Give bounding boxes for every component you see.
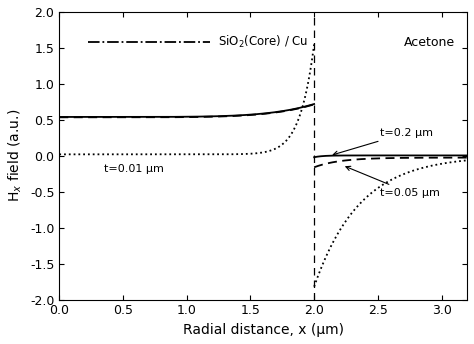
Y-axis label: H$_x$ field (a.u.): H$_x$ field (a.u.) <box>7 109 24 202</box>
Text: t=0.05 μm: t=0.05 μm <box>346 166 440 198</box>
Text: t=0.2 μm: t=0.2 μm <box>333 128 433 155</box>
X-axis label: Radial distance, x (μm): Radial distance, x (μm) <box>182 323 344 337</box>
Text: t=0.01 μm: t=0.01 μm <box>104 164 164 174</box>
Text: Acetone: Acetone <box>404 36 455 49</box>
Text: SiO$_2$(Core) / Cu: SiO$_2$(Core) / Cu <box>219 34 309 50</box>
